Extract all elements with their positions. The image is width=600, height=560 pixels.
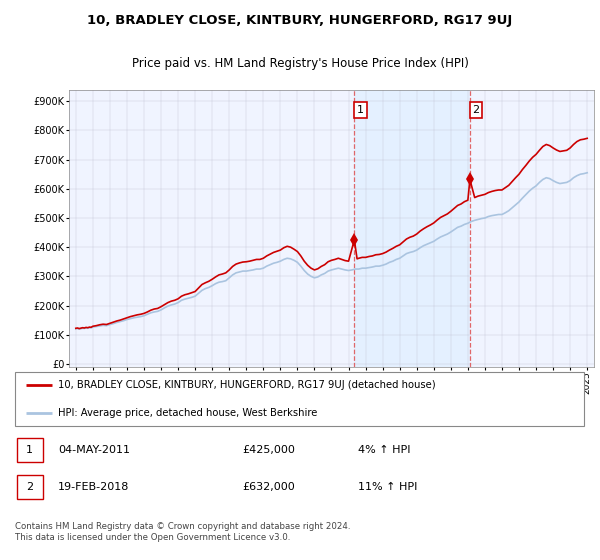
Text: £425,000: £425,000: [242, 445, 295, 455]
Text: 4% ↑ HPI: 4% ↑ HPI: [358, 445, 410, 455]
FancyBboxPatch shape: [17, 475, 43, 499]
Text: 1: 1: [26, 445, 33, 455]
Text: 04-MAY-2011: 04-MAY-2011: [58, 445, 130, 455]
Text: 10, BRADLEY CLOSE, KINTBURY, HUNGERFORD, RG17 9UJ: 10, BRADLEY CLOSE, KINTBURY, HUNGERFORD,…: [88, 14, 512, 27]
Bar: [355, 90, 470, 367]
Text: £632,000: £632,000: [242, 482, 295, 492]
Text: 19-FEB-2018: 19-FEB-2018: [58, 482, 130, 492]
FancyBboxPatch shape: [17, 438, 43, 463]
Text: 2: 2: [472, 105, 479, 115]
FancyBboxPatch shape: [15, 372, 584, 426]
Text: 2: 2: [26, 482, 33, 492]
Text: HPI: Average price, detached house, West Berkshire: HPI: Average price, detached house, West…: [58, 408, 317, 418]
Text: Contains HM Land Registry data © Crown copyright and database right 2024.
This d: Contains HM Land Registry data © Crown c…: [15, 522, 350, 543]
Text: Price paid vs. HM Land Registry's House Price Index (HPI): Price paid vs. HM Land Registry's House …: [131, 57, 469, 70]
Text: 1: 1: [357, 105, 364, 115]
Text: 11% ↑ HPI: 11% ↑ HPI: [358, 482, 417, 492]
Text: 10, BRADLEY CLOSE, KINTBURY, HUNGERFORD, RG17 9UJ (detached house): 10, BRADLEY CLOSE, KINTBURY, HUNGERFORD,…: [58, 380, 436, 390]
